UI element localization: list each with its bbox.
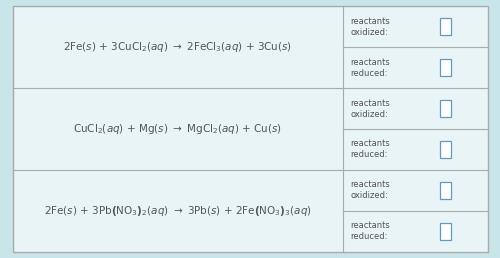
Text: reactants
reduced:: reactants reduced:	[350, 139, 390, 159]
Text: reactants
reduced:: reactants reduced:	[350, 58, 390, 78]
Text: 2Fe($\mathit{s}$) + 3CuCl$_2$($\mathit{aq}$) $\rightarrow$ 2FeCl$_3$($\mathit{aq: 2Fe($\mathit{s}$) + 3CuCl$_2$($\mathit{a…	[63, 40, 292, 54]
Bar	[440, 182, 451, 199]
Bar	[440, 59, 451, 76]
Text: 2Fe($\mathit{s}$) + 3Pb$\boldsymbol{(}$NO$_3$$\boldsymbol{)}_2$($\mathit{aq}$) $: 2Fe($\mathit{s}$) + 3Pb$\boldsymbol{(}$N…	[44, 204, 312, 218]
Bar	[440, 223, 451, 239]
Text: reactants
oxidized:: reactants oxidized:	[350, 99, 390, 119]
Text: reactants
oxidized:: reactants oxidized:	[350, 17, 390, 37]
Bar	[440, 100, 451, 117]
Bar	[440, 19, 451, 35]
Text: CuCl$_2$($\mathit{aq}$) + Mg($\mathit{s}$) $\rightarrow$ MgCl$_2$($\mathit{aq}$): CuCl$_2$($\mathit{aq}$) + Mg($\mathit{s}…	[73, 122, 282, 136]
Text: reactants
reduced:: reactants reduced:	[350, 221, 390, 241]
Text: reactants
oxidized:: reactants oxidized:	[350, 180, 390, 200]
Bar	[440, 141, 451, 158]
